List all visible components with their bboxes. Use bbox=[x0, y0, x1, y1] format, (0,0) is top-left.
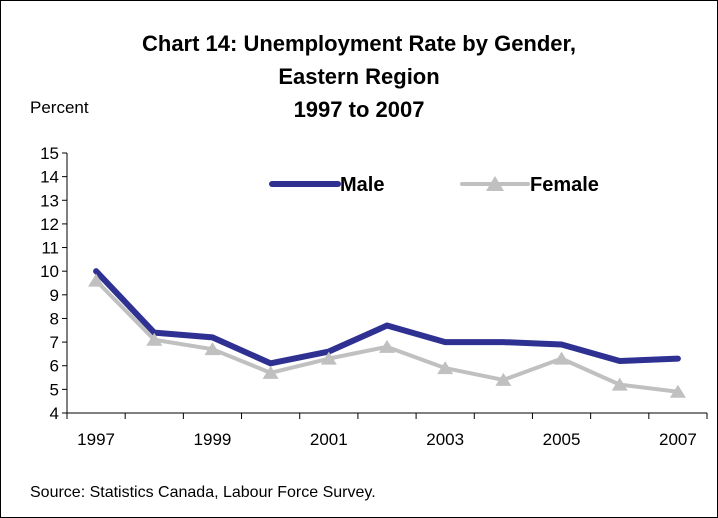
data-point-female bbox=[611, 377, 628, 391]
y-tick-label: 7 bbox=[50, 333, 59, 352]
y-tick-label: 5 bbox=[50, 380, 59, 399]
y-tick-label: 8 bbox=[50, 309, 59, 328]
y-tick-label: 12 bbox=[40, 215, 59, 234]
x-tick-label: 1999 bbox=[194, 430, 232, 449]
x-tick-label: 2001 bbox=[310, 430, 348, 449]
y-tick-label: 15 bbox=[40, 144, 59, 163]
y-tick-label: 11 bbox=[41, 239, 59, 258]
data-point-female bbox=[88, 273, 105, 287]
y-axis-label: Percent bbox=[30, 98, 89, 117]
y-tick-label: 14 bbox=[40, 168, 59, 187]
chart-title-line-3: 1997 to 2007 bbox=[293, 97, 425, 122]
data-point-female bbox=[437, 361, 454, 375]
legend-label-male: Male bbox=[340, 174, 384, 196]
series-line-male bbox=[93, 268, 681, 367]
chart-title-line-2: Eastern Region bbox=[278, 64, 440, 89]
legend-label-female: Female bbox=[530, 174, 599, 196]
data-point-female bbox=[262, 365, 279, 379]
data-point-female bbox=[669, 384, 686, 398]
chart-title-line-1: Chart 14: Unemployment Rate by Gender, bbox=[142, 31, 576, 56]
data-point-female bbox=[495, 372, 512, 386]
data-point-female bbox=[379, 339, 395, 353]
x-tick-label: 2005 bbox=[543, 430, 581, 449]
y-tick-label: 13 bbox=[40, 191, 59, 210]
y-tick-label: 9 bbox=[50, 286, 59, 305]
legend-marker-female bbox=[486, 176, 504, 191]
data-point-female bbox=[320, 351, 337, 365]
source-note: Source: Statistics Canada, Labour Force … bbox=[30, 484, 376, 501]
data-point-female bbox=[204, 342, 221, 356]
data-point-female bbox=[146, 332, 163, 346]
y-tick-label: 6 bbox=[50, 357, 59, 376]
x-tick-label: 2003 bbox=[426, 430, 464, 449]
y-tick-label: 10 bbox=[40, 262, 59, 281]
data-point-female bbox=[553, 351, 570, 365]
x-tick-label: 1997 bbox=[77, 430, 115, 449]
x-tick-label: 2007 bbox=[659, 430, 697, 449]
y-tick-label: 4 bbox=[50, 404, 59, 423]
